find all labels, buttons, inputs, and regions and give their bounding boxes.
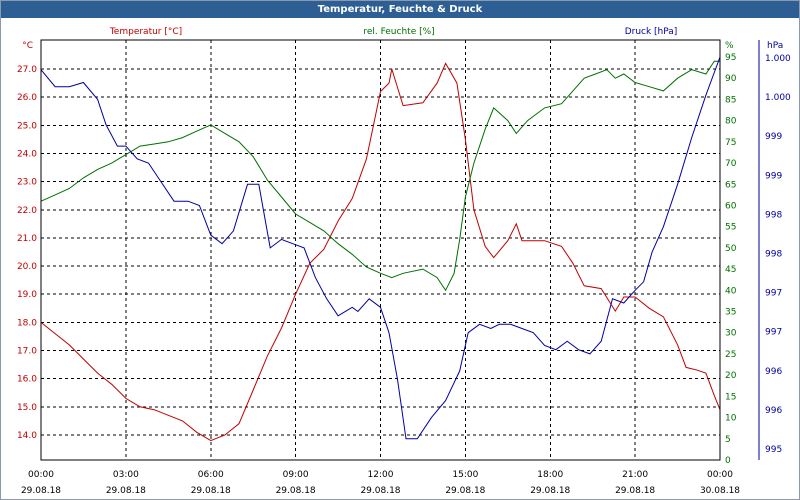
- grid: [41, 40, 720, 460]
- humidity-tick-label: 90: [725, 74, 737, 84]
- temp-tick-label: 21.0: [17, 234, 37, 244]
- x-time-label: 00:00: [707, 470, 733, 480]
- humidity-tick-label: 0: [725, 456, 731, 466]
- temp-tick-label: 27.0: [17, 65, 37, 75]
- humidity-tick-label: 95: [725, 53, 736, 63]
- x-time-label: 15:00: [452, 470, 478, 480]
- humidity-axis-title: rel. Feuchte [%]: [363, 27, 434, 37]
- humidity-unit-label: %: [725, 41, 734, 51]
- pressure-tick-label: 1.000: [765, 54, 791, 64]
- pressure-tick-label: 998: [765, 210, 782, 220]
- humidity-tick-label: 50: [725, 244, 737, 254]
- humidity-tick-label: 70: [725, 159, 737, 169]
- temp-tick-label: 22.0: [17, 206, 37, 216]
- pressure-tick-label: 1.000: [765, 93, 791, 103]
- humidity-tick-label: 75: [725, 138, 736, 148]
- x-date-label: 29.08.18: [106, 486, 146, 496]
- axis-labels: Temperatur [°C] rel. Feuchte [%] Druck [hP…: [17, 27, 791, 496]
- x-date-label: 29.08.18: [21, 486, 61, 496]
- x-date-label: 29.08.18: [191, 486, 231, 496]
- temp-unit-label: °C: [22, 41, 33, 51]
- temp-tick-label: 20.0: [17, 262, 37, 272]
- humidity-tick-label: 45: [725, 265, 736, 275]
- humidity-tick-label: 15: [725, 392, 736, 402]
- series-layer: [40, 56, 721, 442]
- chart-title: Temperatur, Feuchte & Druck: [1, 1, 799, 18]
- temp-tick-label: 19.0: [17, 290, 37, 300]
- plot-border: [40, 39, 721, 461]
- x-date-label: 29.08.18: [360, 486, 400, 496]
- humidity-tick-label: 35: [725, 308, 736, 318]
- x-time-label: 06:00: [198, 470, 224, 480]
- temp-axis-title: Temperatur [°C]: [109, 27, 182, 37]
- series-temp-line: [40, 62, 721, 442]
- pressure-tick-label: 999: [765, 171, 782, 181]
- pressure-tick-label: 996: [765, 406, 782, 416]
- temp-tick-label: 16.0: [17, 375, 37, 385]
- x-time-label: 09:00: [283, 470, 309, 480]
- x-time-label: 03:00: [113, 470, 139, 480]
- pressure-unit-label: hPa: [767, 41, 783, 51]
- pressure-axis-title: Druck [hPa]: [625, 27, 678, 37]
- plot-frame: [40, 39, 760, 461]
- temp-tick-label: 14.0: [17, 431, 37, 441]
- humidity-tick-label: 10: [725, 414, 737, 424]
- temp-tick-label: 17.0: [17, 347, 37, 357]
- x-time-label: 18:00: [537, 470, 563, 480]
- humidity-tick-label: 20: [725, 371, 737, 381]
- pressure-tick-label: 995: [765, 445, 782, 455]
- humidity-tick-label: 30: [725, 329, 737, 339]
- pressure-tick-label: 996: [765, 367, 782, 377]
- x-time-label: 12:00: [368, 470, 394, 480]
- x-date-label: 29.08.18: [615, 486, 655, 496]
- temp-tick-label: 23.0: [17, 178, 37, 188]
- pressure-tick-label: 998: [765, 250, 782, 260]
- humidity-tick-label: 5: [725, 435, 731, 445]
- series-press-line: [40, 56, 721, 440]
- humidity-tick-label: 25: [725, 350, 736, 360]
- series-hum-line: [40, 60, 720, 292]
- temp-tick-label: 15.0: [17, 403, 37, 413]
- x-date-label: 29.08.18: [530, 486, 570, 496]
- temp-tick-label: 26.0: [17, 93, 37, 103]
- humidity-tick-label: 40: [725, 286, 737, 296]
- pressure-tick-label: 999: [765, 132, 782, 142]
- humidity-tick-label: 65: [725, 180, 736, 190]
- humidity-tick-label: 80: [725, 117, 737, 127]
- pressure-tick-label: 997: [765, 289, 782, 299]
- humidity-tick-label: 85: [725, 95, 736, 105]
- temp-tick-label: 24.0: [17, 149, 37, 159]
- x-time-label: 21:00: [622, 470, 648, 480]
- pressure-tick-label: 997: [765, 328, 782, 338]
- humidity-tick-label: 55: [725, 223, 736, 233]
- x-time-label: 00:00: [28, 470, 54, 480]
- temp-tick-label: 18.0: [17, 318, 37, 328]
- x-date-label: 29.08.18: [445, 486, 485, 496]
- x-date-label: 29.08.18: [276, 486, 316, 496]
- x-date-label: 30.08.18: [700, 486, 740, 496]
- temp-tick-label: 25.0: [17, 121, 37, 131]
- humidity-tick-label: 60: [725, 201, 737, 211]
